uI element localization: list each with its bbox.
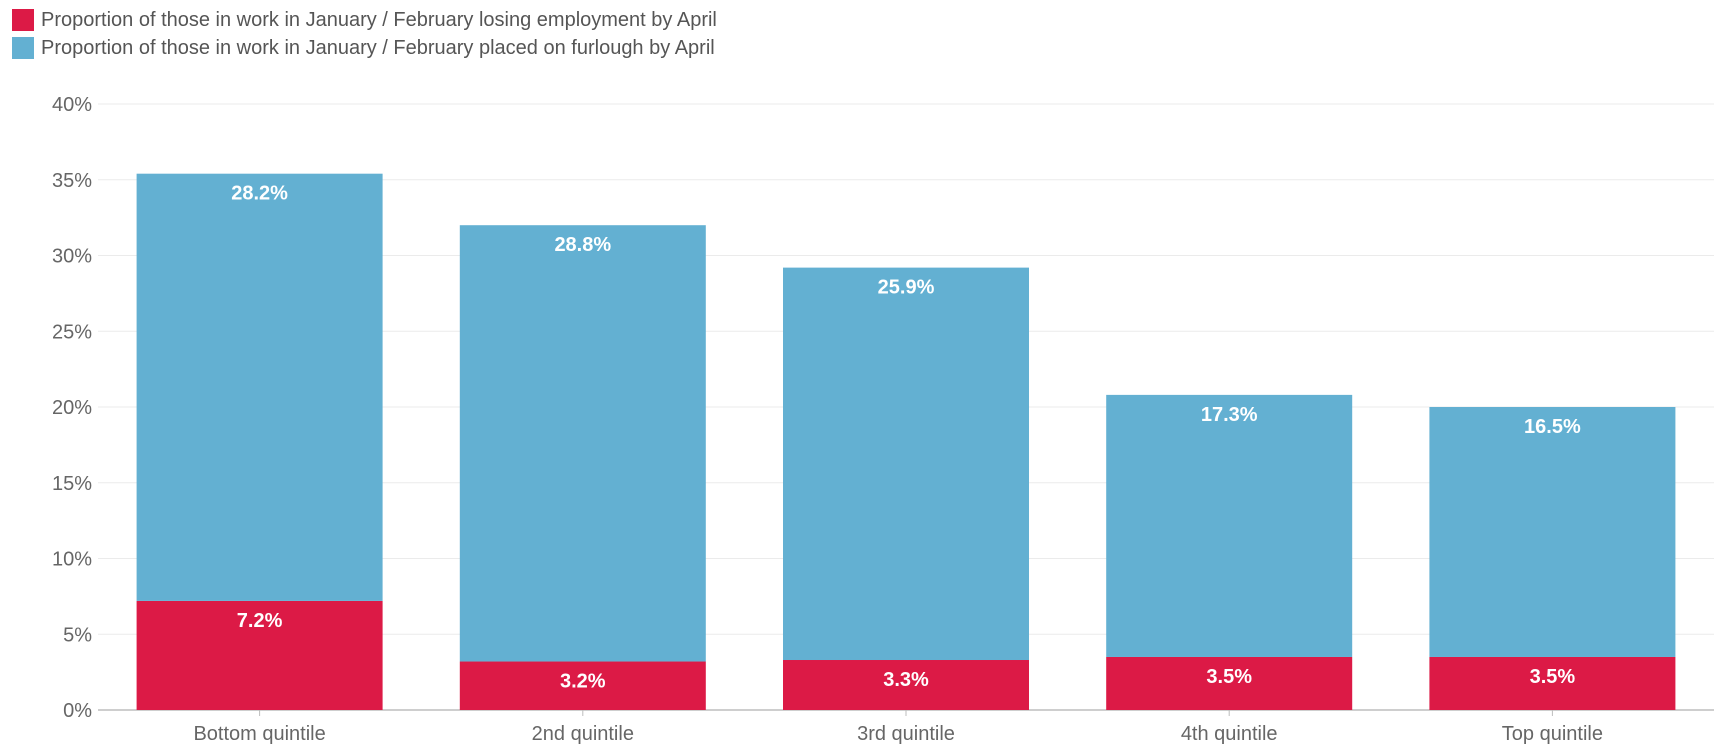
data-label: 28.8%	[554, 234, 611, 256]
legend: Proportion of those in work in January /…	[12, 6, 717, 62]
y-tick-label: 20%	[52, 397, 92, 419]
y-tick-label: 5%	[63, 624, 92, 646]
x-tick-label: Bottom quintile	[193, 723, 325, 745]
x-tick-label: 2nd quintile	[532, 723, 634, 745]
bar-segment-losing-employment	[783, 660, 1029, 710]
bar-segment-furlough	[136, 173, 383, 601]
y-tick-label: 40%	[52, 94, 92, 116]
bar-segment-losing-employment	[459, 661, 706, 710]
legend-item-losing-employment[interactable]: Proportion of those in work in January /…	[12, 6, 717, 34]
y-tick-label: 15%	[52, 473, 92, 495]
bar-segment-losing-employment	[1429, 656, 1676, 710]
bar-segment-furlough	[459, 225, 706, 662]
y-tick-label: 10%	[52, 549, 92, 571]
y-tick-label: 0%	[63, 700, 92, 722]
bar-segment-furlough	[1429, 407, 1676, 657]
legend-label-losing-employment: Proportion of those in work in January /…	[41, 8, 717, 31]
data-label: 7.2%	[237, 610, 283, 632]
legend-swatch-furlough	[12, 37, 34, 59]
x-tick-label: 4th quintile	[1181, 723, 1278, 745]
bar-segment-furlough	[1106, 394, 1353, 657]
data-label: 3.2%	[560, 671, 606, 693]
data-label: 3.5%	[1206, 666, 1252, 688]
y-tick-label: 30%	[52, 246, 92, 268]
bar-segment-losing-employment	[1106, 656, 1353, 710]
bar-segment-furlough	[783, 267, 1029, 661]
bar-segment-losing-employment	[136, 600, 383, 710]
data-label: 25.9%	[878, 277, 935, 299]
data-label: 16.5%	[1524, 416, 1581, 438]
legend-swatch-losing-employment	[12, 9, 34, 31]
x-tick-label: Top quintile	[1502, 723, 1603, 745]
data-label: 28.2%	[231, 183, 288, 205]
data-label: 3.3%	[883, 669, 929, 691]
y-tick-label: 35%	[52, 170, 92, 192]
legend-label-furlough: Proportion of those in work in January /…	[41, 36, 715, 59]
data-label: 3.5%	[1530, 666, 1576, 688]
x-tick-label: 3rd quintile	[857, 723, 955, 745]
y-tick-label: 25%	[52, 321, 92, 343]
legend-item-furlough[interactable]: Proportion of those in work in January /…	[12, 34, 717, 62]
data-label: 17.3%	[1201, 404, 1258, 426]
